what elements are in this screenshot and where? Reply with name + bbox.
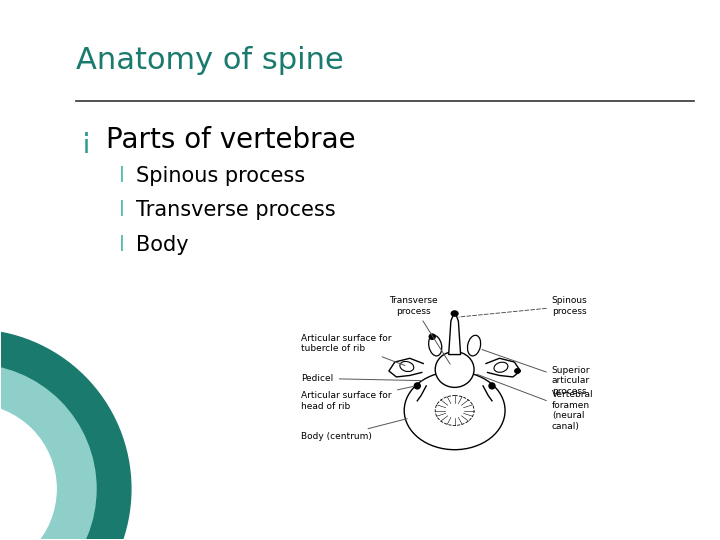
Ellipse shape — [429, 334, 435, 339]
Ellipse shape — [428, 335, 442, 356]
Text: l: l — [119, 200, 125, 220]
Text: Articular surface for
head of rib: Articular surface for head of rib — [302, 387, 413, 410]
Text: Body (centrum): Body (centrum) — [302, 418, 407, 441]
Ellipse shape — [435, 352, 474, 387]
Ellipse shape — [515, 369, 520, 373]
Ellipse shape — [404, 372, 505, 450]
Ellipse shape — [489, 383, 495, 389]
Ellipse shape — [400, 361, 414, 372]
Circle shape — [0, 330, 131, 540]
Text: Articular surface for
tubercle of rib: Articular surface for tubercle of rib — [302, 334, 405, 366]
Text: Pedicel: Pedicel — [302, 374, 422, 383]
Text: Anatomy of spine: Anatomy of spine — [76, 46, 344, 75]
Circle shape — [0, 364, 96, 540]
Polygon shape — [449, 311, 461, 355]
Text: Parts of vertebrae: Parts of vertebrae — [106, 126, 356, 154]
Ellipse shape — [467, 335, 481, 356]
Text: Superior
articular
process: Superior articular process — [482, 349, 590, 396]
Ellipse shape — [494, 362, 508, 372]
Text: Vertebral
foramen
(neural
canal): Vertebral foramen (neural canal) — [477, 374, 593, 430]
Text: Spinous process: Spinous process — [136, 166, 305, 186]
Circle shape — [0, 404, 56, 540]
Text: Spinous
process: Spinous process — [459, 296, 588, 317]
Text: Transverse process: Transverse process — [136, 200, 336, 220]
Text: Transverse
process: Transverse process — [390, 296, 450, 364]
Ellipse shape — [451, 311, 458, 316]
Text: ¡: ¡ — [81, 126, 92, 154]
Text: Body: Body — [136, 235, 189, 255]
Ellipse shape — [414, 383, 420, 389]
Text: l: l — [119, 166, 125, 186]
Text: l: l — [119, 235, 125, 255]
